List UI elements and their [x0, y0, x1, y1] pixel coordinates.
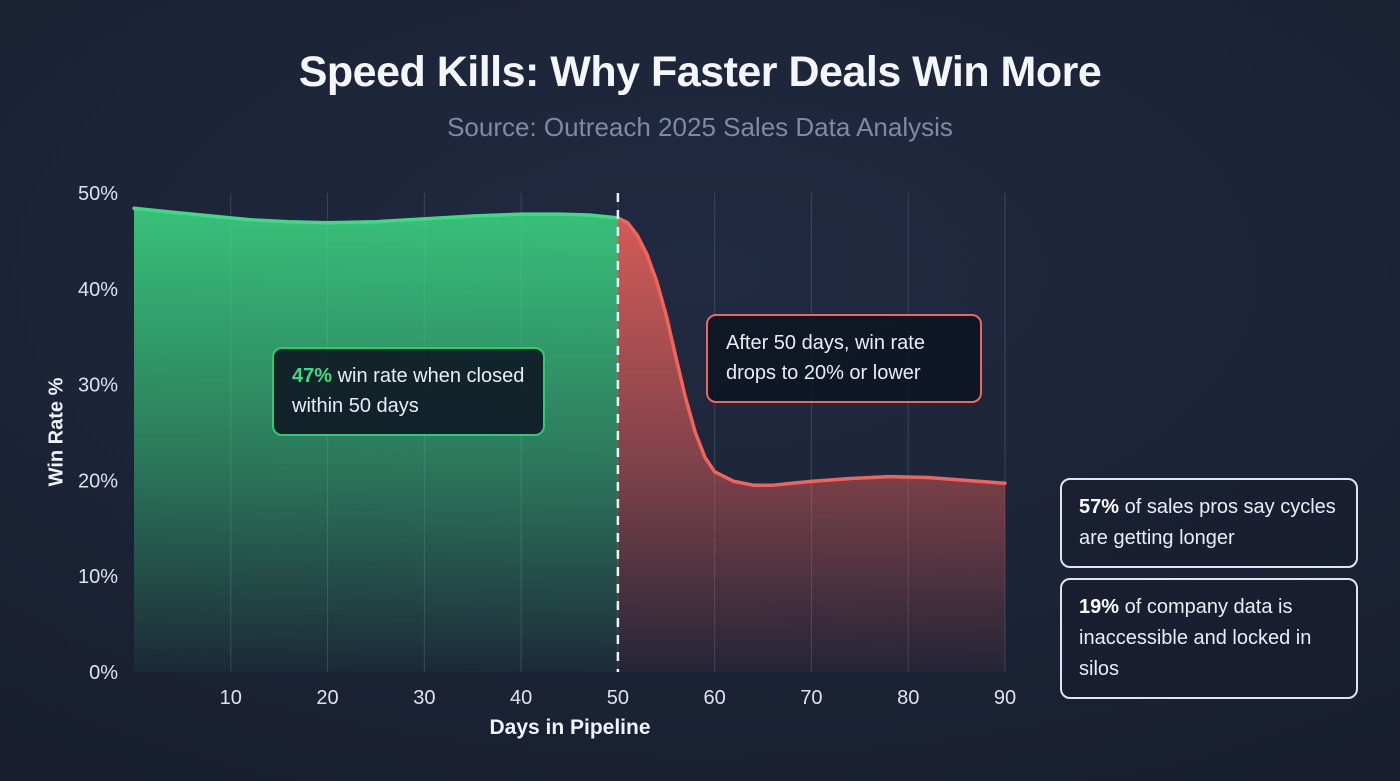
- x-tick-label: 10: [220, 687, 242, 709]
- y-axis-label: Win Rate %: [45, 377, 68, 487]
- win-rate-over-50-days-area: [617, 217, 1005, 672]
- stat-callout-data-silos: 19% of company data is inaccessible and …: [1060, 578, 1358, 699]
- y-tick-label: 0%: [89, 662, 118, 684]
- annotation-fast-text: win rate when closed within 50 days: [292, 365, 525, 418]
- y-tick-label: 10%: [78, 566, 118, 588]
- win-rate-under-50-days-line: [132, 206, 620, 225]
- x-tick-label: 90: [994, 687, 1016, 709]
- stat-callout-highlight: 19%: [1079, 596, 1120, 618]
- win-rate-under-50-days-area: [134, 208, 618, 673]
- annotation-fast-highlight: 47%: [292, 365, 333, 387]
- stat-callout-highlight: 57%: [1079, 496, 1120, 518]
- annotation-slow-text: After 50 days, win rate drops to 20% or …: [726, 332, 925, 385]
- page-subtitle: Source: Outreach 2025 Sales Data Analysi…: [447, 112, 953, 142]
- x-tick-label: 50: [607, 687, 629, 709]
- y-tick-label: 20%: [78, 470, 118, 492]
- stat-callout-sales-cycles: 57% of sales pros say cycles are getting…: [1060, 478, 1358, 568]
- page-title: Speed Kills: Why Faster Deals Win More: [298, 48, 1102, 96]
- x-tick-label: 20: [316, 687, 338, 709]
- x-tick-label: 30: [413, 687, 435, 709]
- win-rate-over-50-days-line: [616, 216, 1007, 487]
- y-tick-label: 30%: [78, 375, 118, 397]
- annotation-slow-win-rate: After 50 days, win rate drops to 20% or …: [706, 314, 982, 403]
- stat-callout-text: of sales pros say cycles are getting lon…: [1079, 496, 1336, 549]
- stat-callout-text: of company data is inaccessible and lock…: [1079, 596, 1312, 680]
- x-tick-label: 40: [510, 687, 532, 709]
- y-tick-label: 50%: [78, 183, 118, 205]
- annotation-fast-win-rate: 47% win rate when closed within 50 days: [272, 347, 545, 436]
- x-tick-label: 70: [800, 687, 822, 709]
- x-tick-label: 80: [897, 687, 919, 709]
- y-tick-label: 40%: [78, 279, 118, 301]
- x-tick-label: 60: [704, 687, 726, 709]
- x-axis-label: Days in Pipeline: [489, 716, 651, 739]
